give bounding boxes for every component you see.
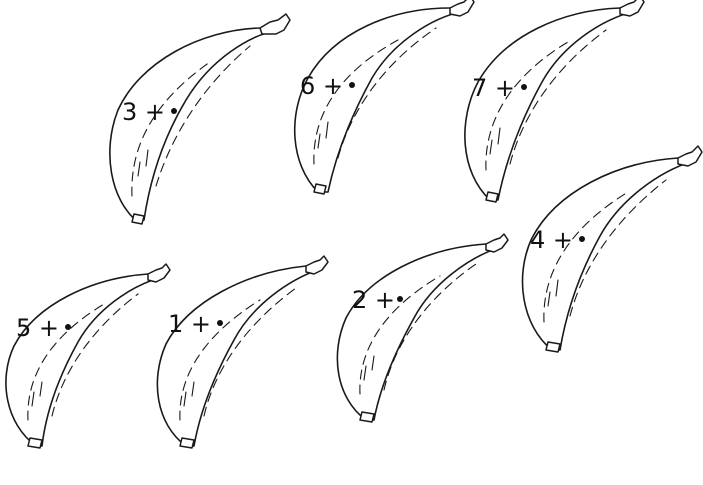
expression-text: 7 +	[472, 74, 516, 102]
blank-dot	[65, 324, 72, 330]
expression-text: 6 +	[300, 72, 344, 100]
expression: 6 +	[300, 72, 356, 100]
blank-dot	[171, 108, 178, 114]
banana-1: 1 +	[148, 240, 358, 480]
banana-3: 3 +	[100, 0, 310, 240]
expression-text: 4 +	[530, 226, 574, 254]
banana-icon	[464, 0, 645, 203]
blank-dot	[217, 320, 224, 326]
expression: 4 +	[530, 226, 586, 254]
banana-icon	[336, 233, 509, 423]
banana-icon	[109, 13, 291, 225]
banana-7: 7 +	[452, 0, 662, 234]
expression: 1 +	[168, 310, 224, 338]
blank-dot	[579, 236, 586, 242]
banana-6: 6 +	[280, 0, 490, 234]
blank-dot	[521, 84, 528, 90]
expression-text: 1 +	[168, 310, 212, 338]
expression-text: 3 +	[122, 98, 166, 126]
expression: 5 +	[16, 314, 72, 342]
banana-icon	[293, 0, 475, 195]
banana-icon	[521, 145, 703, 353]
worksheet: 3 + 6 + 7 +	[5, 0, 703, 449]
expression-text: 2 +	[352, 286, 396, 314]
blank-dot	[397, 296, 404, 302]
banana-4: 4 +	[508, 145, 703, 390]
expression-text: 5 +	[16, 314, 60, 342]
banana-2: 2 +	[326, 216, 536, 456]
expression: 7 +	[472, 74, 528, 102]
banana-icon	[156, 255, 329, 449]
expression: 2 +	[352, 286, 404, 314]
expression: 3 +	[122, 98, 178, 126]
blank-dot	[349, 82, 356, 88]
